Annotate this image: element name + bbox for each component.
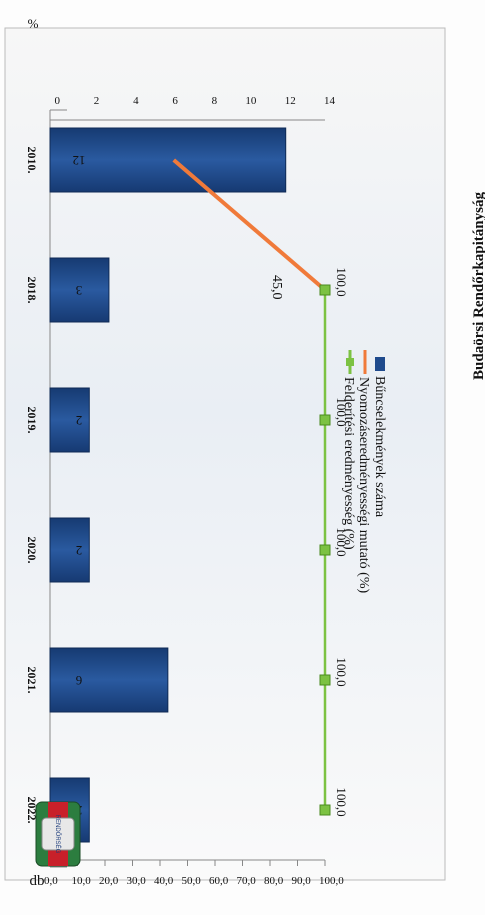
felderites-value-label: 100,0 bbox=[334, 397, 349, 426]
left-axis-ticks: 0 2 4 6 8 10 12 14 bbox=[50, 95, 336, 121]
bar bbox=[49, 517, 90, 583]
felderites-value-label: 100,0 bbox=[334, 267, 349, 296]
legend-entry-bar: Bűncselekmények száma bbox=[372, 376, 387, 518]
bar-value-label: 3 bbox=[76, 283, 83, 298]
category-label: 2021. bbox=[25, 667, 39, 694]
right-tick-label: 30,0 bbox=[127, 875, 147, 887]
bar-value-label: 2 bbox=[76, 413, 83, 428]
bar bbox=[49, 647, 169, 713]
bar bbox=[49, 257, 110, 323]
left-tick-label: 10 bbox=[245, 95, 257, 107]
logo-center bbox=[41, 817, 75, 851]
left-tick-label: 6 bbox=[172, 95, 178, 107]
left-tick-label: 8 bbox=[212, 95, 218, 107]
right-tick-label: 40,0 bbox=[154, 875, 174, 887]
bar bbox=[49, 387, 90, 453]
bar-value-label: 6 bbox=[75, 673, 82, 688]
left-tick-label: 2 bbox=[94, 95, 100, 107]
felderites-value-label: 100,0 bbox=[334, 527, 349, 556]
left-axis-title: db bbox=[30, 873, 45, 889]
start-value-label: 45,0 bbox=[269, 275, 284, 300]
header-title: Budaörsi Rendőrkapitányság bbox=[471, 192, 485, 380]
legend-entry-green: Felderítési eredményesség (%) bbox=[341, 377, 356, 550]
right-tick-label: 10,0 bbox=[72, 875, 92, 887]
felderites-marker bbox=[319, 674, 331, 686]
category-label: 2018. bbox=[25, 277, 39, 304]
right-tick-label: 50,0 bbox=[182, 875, 202, 887]
category-label: 2019. bbox=[25, 407, 39, 434]
bar-value-label: 12 bbox=[73, 153, 86, 168]
right-tick-label: 60,0 bbox=[209, 875, 229, 887]
right-tick-label: 0,0 bbox=[44, 875, 58, 887]
right-tick-label: 100,0 bbox=[319, 875, 344, 887]
category-label: 2010. bbox=[25, 147, 39, 174]
legend-swatch-green-marker bbox=[346, 358, 354, 366]
right-axis-title: % bbox=[28, 16, 39, 31]
left-tick-label: 14 bbox=[324, 95, 336, 107]
legend-swatch-bar bbox=[375, 357, 385, 371]
line-series bbox=[172, 158, 331, 816]
right-tick-label: 80,0 bbox=[264, 875, 284, 887]
felderites-marker bbox=[319, 284, 331, 296]
right-tick-label: 20,0 bbox=[99, 875, 119, 887]
legend-entry-orange: Nyomozáseredményességi mutató (%) bbox=[356, 377, 371, 593]
right-axis-ticks: 0,0 10,0 20,0 30,0 40,0 50,0 60,0 70,0 80,0 90,0 1… bbox=[44, 859, 344, 887]
left-tick-label: 12 bbox=[285, 95, 296, 107]
felderites-value-label: 100,0 bbox=[334, 787, 349, 816]
felderites-marker bbox=[319, 544, 331, 556]
logo-text: RENDŐRSÉG bbox=[54, 815, 61, 854]
felderites-marker bbox=[319, 804, 331, 816]
right-tick-label: 70,0 bbox=[237, 875, 257, 887]
bar bbox=[49, 127, 287, 193]
felderites-value-label: 100,0 bbox=[334, 657, 349, 686]
bar-value-label: 2 bbox=[76, 543, 83, 558]
police-logo: RENDŐRSÉG bbox=[35, 801, 81, 867]
category-label: 2020. bbox=[25, 537, 39, 564]
line-value-labels: 100,0 100,0 100,0 100,0 100,0 bbox=[334, 267, 349, 816]
left-tick-label: 4 bbox=[133, 95, 139, 107]
nyomozas-line bbox=[172, 158, 327, 292]
right-tick-label: 90,0 bbox=[292, 875, 312, 887]
felderites-marker bbox=[319, 414, 331, 426]
legend: Bűncselekmények száma Nyomozáseredményes… bbox=[341, 350, 387, 593]
left-tick-label: 0 bbox=[55, 95, 61, 107]
